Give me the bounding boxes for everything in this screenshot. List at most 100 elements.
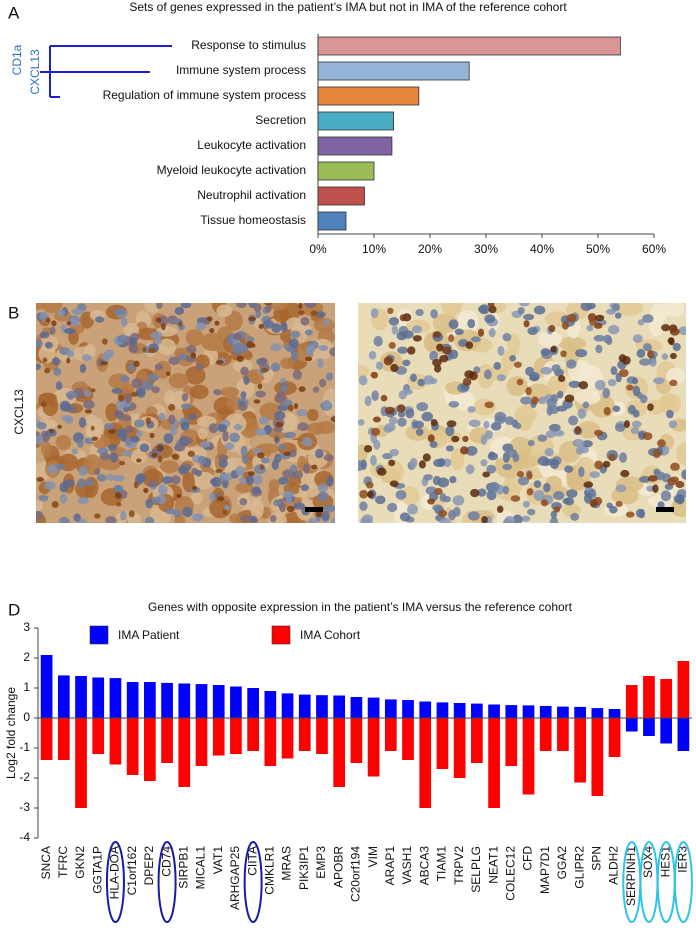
cell [670,462,680,471]
cell [170,426,178,436]
cell [502,333,512,342]
cell [93,468,101,475]
cell [91,436,99,442]
cell [478,304,490,315]
cell [415,308,424,317]
cell [268,479,280,492]
cell [139,443,150,453]
cell [144,516,155,523]
cell [632,377,639,385]
cell [451,435,460,443]
cell [494,411,507,422]
cell [589,471,601,479]
cell [517,476,529,486]
cell [631,420,642,428]
cell [382,453,393,460]
bar [574,718,586,783]
cell [399,314,407,322]
cell [468,419,481,428]
x-tick-label: MRAS [280,846,294,881]
cell [481,516,488,523]
cell [191,467,198,476]
cell [376,467,387,476]
cell [464,370,475,379]
cell [620,469,630,478]
cell [417,378,426,387]
cell [59,493,68,504]
cell [84,409,93,414]
bar [317,86,420,106]
cell [298,303,303,310]
cell [372,416,381,423]
cell [467,511,480,521]
bar [419,718,432,808]
cell [116,428,128,439]
cell [292,369,302,380]
cell [222,509,227,515]
cell [566,359,577,369]
cell [484,401,494,409]
cell [170,475,181,485]
cell [595,344,603,354]
cell [359,489,368,499]
x-tick-label: SELPLG [469,846,483,893]
cell [384,406,395,415]
x-tick-label: GGTA1P [90,846,104,894]
cell [233,332,243,341]
cell [553,506,561,513]
cell [161,323,166,331]
cell [370,427,381,436]
x-tick-label: 0% [309,242,327,256]
cell [255,390,266,398]
cell [367,490,374,499]
cell [384,459,404,484]
cell [298,386,306,392]
x-tick-label: GLIPR2 [572,846,586,889]
cell [99,452,111,461]
cell [432,504,443,512]
cell [527,327,538,336]
cell [315,448,324,459]
cell [625,511,635,518]
cell [273,499,281,507]
cell [245,474,254,486]
bar [453,718,466,778]
cell [307,344,316,354]
bar [402,700,414,718]
cell [388,341,396,349]
cell [120,375,130,383]
cell [610,366,618,376]
bar [298,718,311,751]
x-tick-label: 20% [418,242,442,256]
cell [527,440,535,447]
cell [288,338,299,348]
cell [529,371,540,382]
cell [326,476,334,487]
cell [178,321,183,327]
x-tick-label: 30% [474,242,498,256]
cell [158,412,166,421]
cell [270,362,281,372]
cell [229,432,240,443]
legend-label: IMA Cohort [300,628,361,642]
cell [269,514,277,523]
cell [582,440,593,448]
cell [305,356,313,362]
cell [180,303,192,309]
x-tick-label: TFRC [56,846,70,878]
legend-label: IMA Patient [118,628,180,642]
bar [247,718,259,751]
cell [55,381,63,391]
cell [465,464,475,475]
bar [591,718,604,796]
cell [452,495,465,506]
cell [160,460,180,474]
cell [79,363,87,374]
cell [238,403,248,411]
cell [246,341,254,349]
bar [350,718,363,763]
cell [216,360,224,365]
bar [126,718,139,775]
cell [365,481,374,489]
cell [44,480,56,490]
